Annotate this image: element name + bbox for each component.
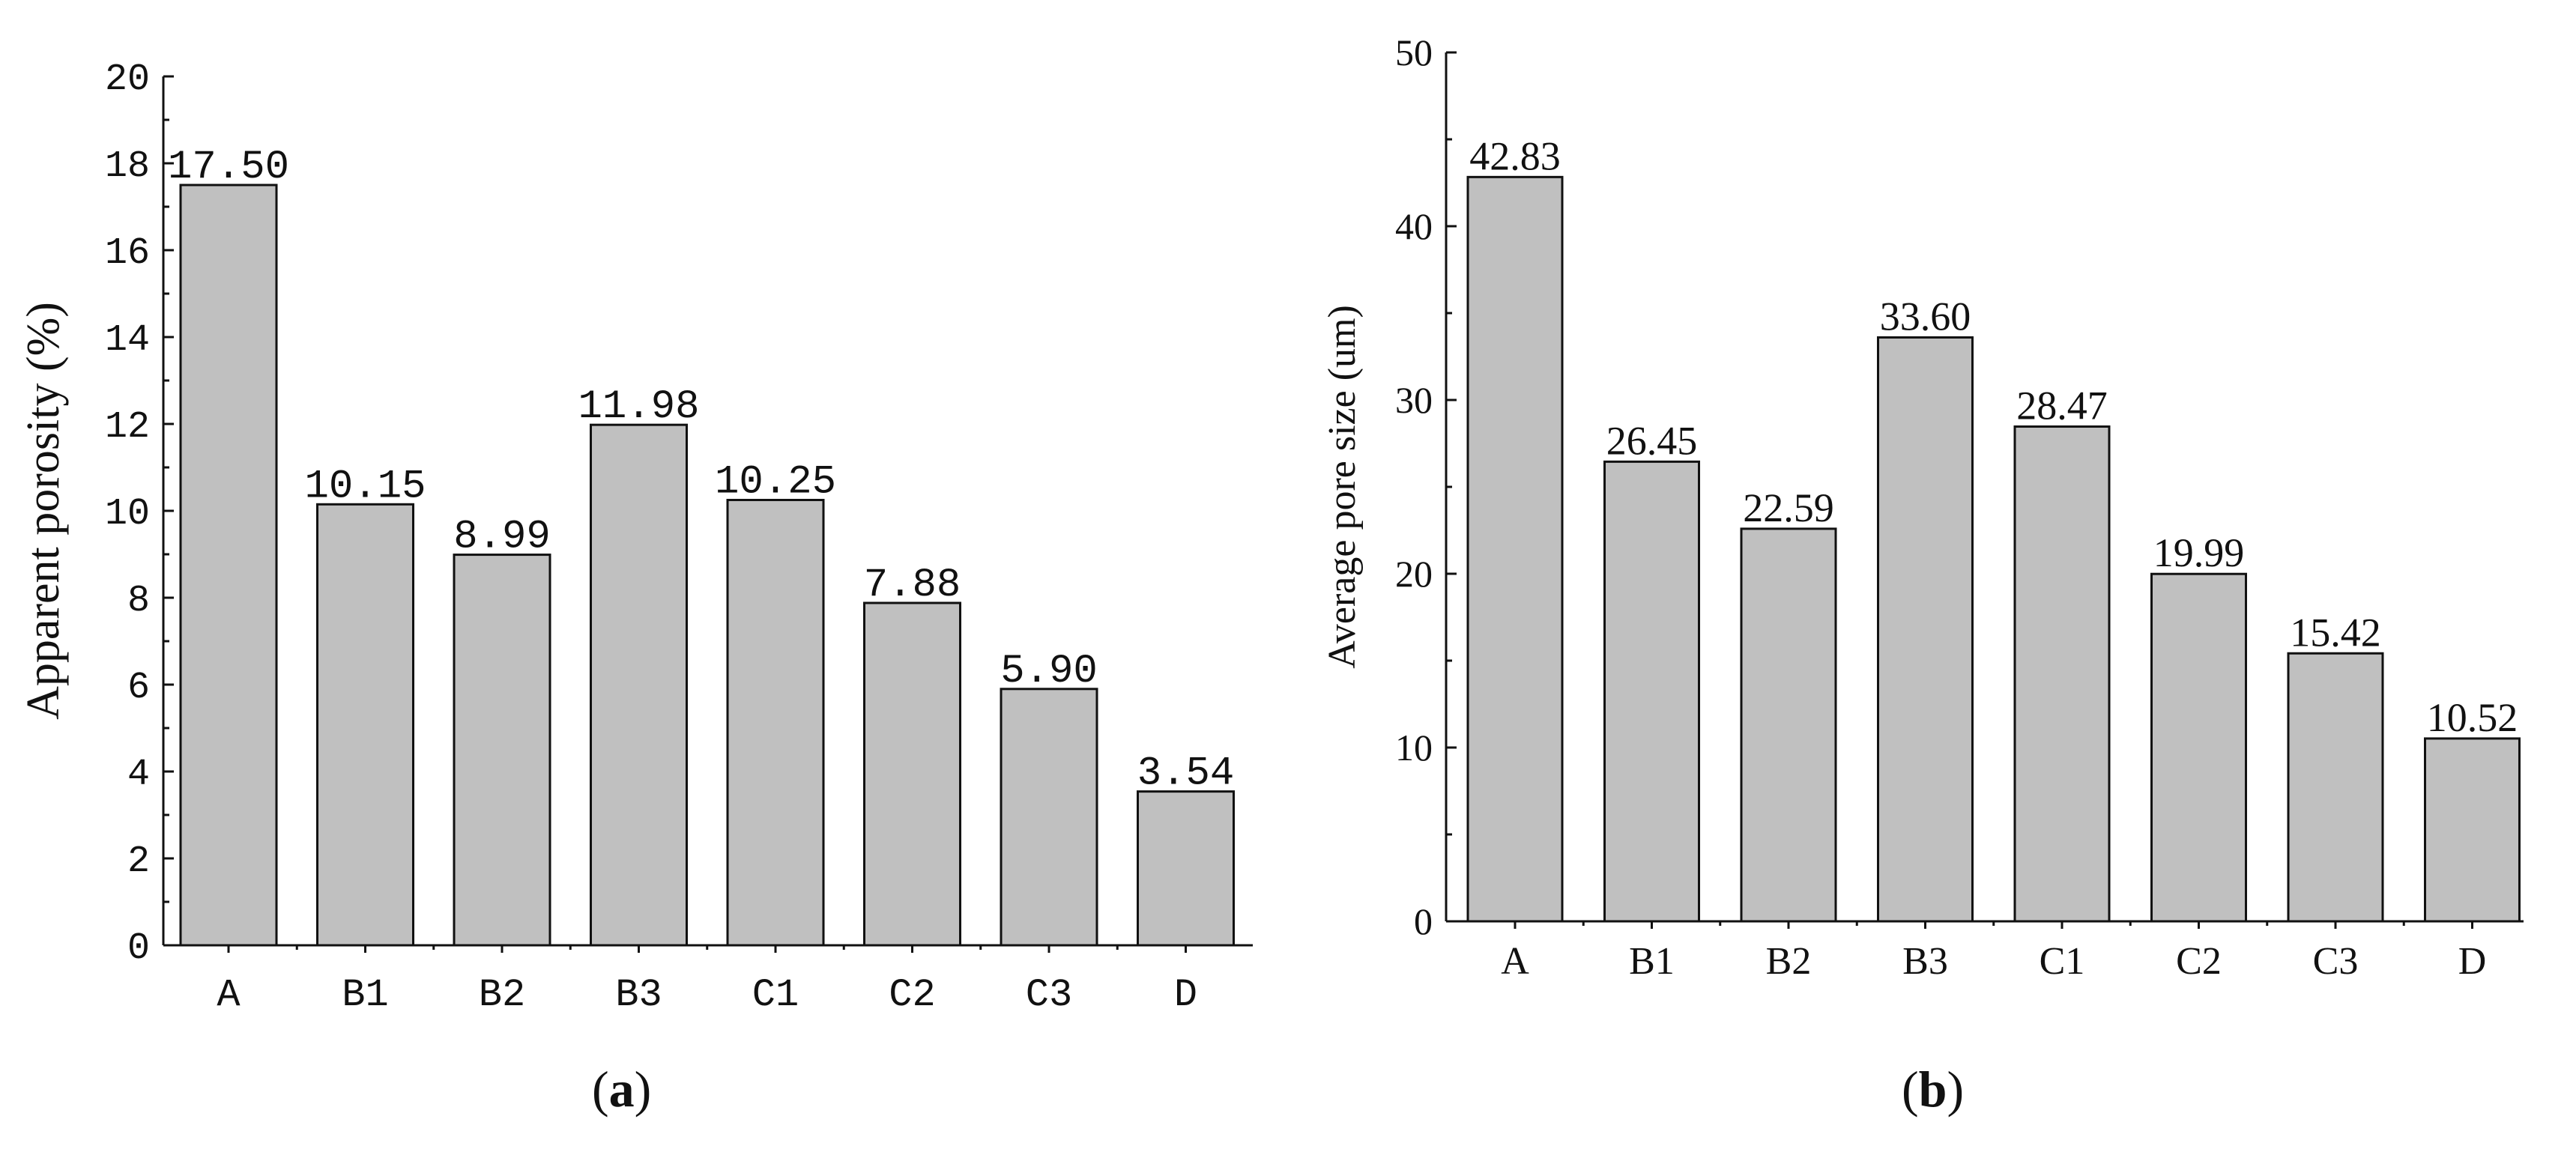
panel-a-bar-B3 <box>590 423 688 947</box>
panel-a-y-tick-label: 0 <box>127 927 150 970</box>
panel-a-y-axis-title: Apparent porosity (%) <box>18 302 69 720</box>
panel-b-data-label-B1: 26.45 <box>1606 418 1698 463</box>
panel-a-y-tick-label: 4 <box>127 754 150 796</box>
panel-a-y-tick-label: 10 <box>105 493 150 536</box>
panel-b-y-tick-label: 40 <box>1395 205 1433 247</box>
panel-b-bar-B1 <box>1603 460 1700 923</box>
panel-b-category-label-B1: B1 <box>1629 940 1675 983</box>
panel-a-category-label-B2: B2 <box>479 973 525 1017</box>
panel-a-y-tick-label: 8 <box>127 580 150 622</box>
panel-a-y-tick-label: 18 <box>105 145 150 188</box>
panel-a-bar-C3 <box>1000 688 1098 947</box>
panel-a-letter: a <box>608 1061 635 1118</box>
panel-a-data-label-B1: 10.15 <box>304 464 426 509</box>
panel-b-category-label-C2: C2 <box>2176 940 2222 983</box>
panel-b-data-label-C3: 15.42 <box>2290 610 2381 655</box>
panel-a-bar-C1 <box>726 499 825 947</box>
panel-a-category-label-D: D <box>1174 973 1197 1017</box>
panel-a-y-tick-label: 16 <box>105 232 150 275</box>
panel-b-data-label-D: 10.52 <box>2427 695 2518 740</box>
panel-b-data-label-C2: 19.99 <box>2153 530 2245 575</box>
panel-b-y-tick-label: 50 <box>1395 31 1433 73</box>
panel-a-data-label-A: 17.50 <box>168 145 289 190</box>
panel-a-y-tick-label: 6 <box>127 667 150 709</box>
panel-b-y-tick-label: 10 <box>1395 727 1433 769</box>
panel-a-y-tick-label: 14 <box>105 319 150 362</box>
panel-b-category-label-C3: C3 <box>2313 940 2359 983</box>
panel-a-bar-D <box>1137 790 1235 947</box>
panel-a-category-label-A: A <box>217 973 241 1017</box>
panel-a-data-label-C2: 7.88 <box>864 563 961 608</box>
panel-b-letter: b <box>1918 1061 1947 1118</box>
panel-a-data-label-C1: 10.25 <box>715 460 836 506</box>
panel-a-category-label-B1: B1 <box>342 973 388 1017</box>
panel-b-category-label-C1: C1 <box>2040 940 2085 983</box>
panel-a-data-label-B2: 8.99 <box>453 515 551 560</box>
panel-a-bar-C2 <box>863 601 961 947</box>
panel-a-bar-A <box>179 184 278 947</box>
panel-b-bar-C2 <box>2150 572 2247 923</box>
panel-a-y-tick-label: 2 <box>127 840 150 883</box>
panel-b-bar-D <box>2424 737 2521 923</box>
panel-b-category-label-A: A <box>1501 940 1529 983</box>
panel-b-category-label-B2: B2 <box>1766 940 1812 983</box>
panel-b-bar-B3 <box>1877 336 1974 923</box>
panel-b-category-label-D: D <box>2458 940 2487 983</box>
panel-b-data-label-B3: 33.60 <box>1880 294 1971 339</box>
panel-a-data-label-B3: 11.98 <box>578 384 699 430</box>
panel-b-data-label-B2: 22.59 <box>1743 485 1834 530</box>
panel-b-category-label-B3: B3 <box>1902 940 1948 983</box>
panel-a-y-tick-label: 12 <box>105 406 150 449</box>
panel-a-data-label-D: 3.54 <box>1137 751 1235 797</box>
panel-b-data-label-A: 42.83 <box>1469 133 1561 178</box>
panel-b-caption: (b) <box>1902 1061 1965 1118</box>
panel-b-bar-A <box>1466 175 1564 923</box>
panel-a-category-label-C1: C1 <box>752 973 799 1017</box>
panel-a-data-label-C3: 5.90 <box>1000 649 1098 694</box>
panel-a-bar-B2 <box>453 554 551 947</box>
panel-a-caption: (a) <box>592 1061 652 1118</box>
panel-b-y-tick-label: 0 <box>1414 900 1433 942</box>
panel-b-y-axis-title: Average pore size (um) <box>1321 305 1364 669</box>
panel-a-category-label-C2: C2 <box>889 973 935 1017</box>
panel-b-y-tick-label: 20 <box>1395 553 1433 595</box>
panel-a-category-label-B3: B3 <box>615 973 662 1017</box>
panel-b-bar-B2 <box>1740 527 1837 923</box>
panel-a-y-tick-label: 20 <box>105 58 150 101</box>
panel-b-bar-C3 <box>2287 652 2384 923</box>
panel-a-category-label-C3: C3 <box>1026 973 1072 1017</box>
panel-b-bar-C1 <box>2013 425 2111 923</box>
panel-b-data-label-C1: 28.47 <box>2016 383 2108 428</box>
panel-a-bar-B1 <box>316 503 414 947</box>
panel-b-y-tick-label: 30 <box>1395 379 1433 421</box>
